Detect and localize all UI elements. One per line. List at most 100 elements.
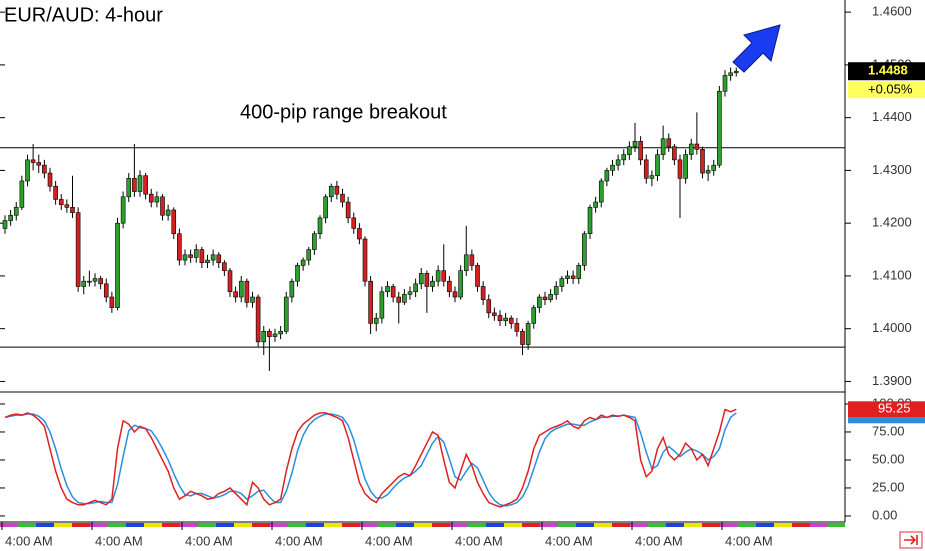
candle-body: [222, 262, 227, 271]
candle-body: [115, 222, 120, 308]
candle-body: [92, 278, 98, 282]
time-strip: [648, 523, 666, 527]
y-tick-label: 1.4300: [872, 162, 912, 177]
time-strip: [738, 523, 756, 527]
candle-body: [323, 196, 328, 219]
candle-body: [643, 159, 649, 179]
candle-body: [593, 201, 598, 208]
time-strip: [108, 523, 126, 527]
x-tick-label: 4:00 AM: [365, 533, 413, 548]
y-tick-label: 1.4600: [872, 4, 912, 19]
candle-body: [492, 312, 497, 316]
candle-body: [306, 249, 312, 261]
time-strip: [342, 523, 360, 527]
y-tick-label: 1.4000: [872, 320, 912, 335]
candle-body: [250, 296, 255, 303]
y-tick-label: 75.00: [872, 423, 905, 438]
x-tick-label: 4:00 AM: [545, 533, 593, 548]
candle-body: [452, 291, 458, 298]
time-strip: [180, 523, 198, 527]
time-strip: [360, 523, 378, 527]
candle-body: [683, 154, 688, 179]
candle-body: [362, 238, 368, 282]
candle-body: [390, 286, 396, 298]
candle-body: [238, 280, 244, 298]
candle-body: [148, 193, 154, 203]
candle-body: [615, 159, 621, 166]
candle-body: [137, 175, 143, 192]
candle-body: [98, 278, 103, 285]
time-strip: [54, 523, 72, 527]
time-strip: [252, 523, 270, 527]
time-strip: [0, 523, 18, 527]
candle-body: [508, 317, 514, 324]
candle-body: [379, 291, 385, 319]
candle-body: [677, 159, 683, 179]
annotation: 400-pip range breakout: [240, 101, 447, 123]
candle-body: [58, 199, 64, 206]
time-strip: [432, 523, 450, 527]
candle-body: [64, 204, 70, 208]
candle-body: [424, 272, 430, 287]
candle-body: [357, 228, 362, 240]
candle-body: [199, 249, 205, 264]
time-strip: [36, 523, 54, 527]
candle-body: [42, 164, 47, 174]
candle-body: [210, 254, 216, 261]
candle-body: [520, 331, 525, 345]
candle-body: [368, 280, 373, 324]
candle-body: [542, 296, 548, 300]
candle-body: [2, 220, 8, 229]
y-tick-label: 50.00: [872, 451, 905, 466]
time-strip: [558, 523, 576, 527]
candle-body: [655, 154, 660, 176]
candle-body: [283, 296, 289, 332]
time-strip: [594, 523, 612, 527]
candle-body: [312, 233, 317, 250]
candle-body: [205, 259, 210, 264]
time-strip: [774, 523, 792, 527]
candle-body: [627, 146, 632, 155]
candle-body: [103, 283, 109, 298]
time-strip: [810, 523, 828, 527]
candle-body: [87, 280, 92, 283]
candle-body: [570, 275, 576, 279]
x-tick-label: 4:00 AM: [95, 533, 143, 548]
time-strip: [414, 523, 432, 527]
time-strip: [720, 523, 738, 527]
candle-body: [458, 270, 463, 298]
candle-body: [233, 291, 238, 298]
time-strip: [684, 523, 702, 527]
candle-body: [109, 296, 115, 308]
candle-body: [486, 299, 492, 314]
candle-body: [525, 323, 531, 345]
time-strip: [144, 523, 162, 527]
time-strip: [162, 523, 180, 527]
candle-body: [514, 323, 520, 332]
time-strip: [522, 523, 540, 527]
candle-body: [255, 296, 261, 343]
price-tag: [848, 62, 925, 81]
candle-body: [475, 265, 480, 287]
x-tick-label: 4:00 AM: [185, 533, 233, 548]
candle-body: [19, 180, 25, 208]
candle-body: [396, 296, 402, 303]
y-tick-label: 1.4200: [872, 215, 912, 230]
candle-body: [418, 272, 424, 285]
candle-body: [582, 233, 587, 266]
candle-body: [165, 209, 171, 216]
candle-body: [81, 280, 87, 287]
candle-body: [8, 214, 13, 221]
time-strip: [792, 523, 810, 527]
candle-body: [621, 154, 627, 161]
x-tick-label: 4:00 AM: [635, 533, 683, 548]
candle-body: [261, 331, 267, 343]
candle-body: [13, 207, 19, 216]
time-strip: [378, 523, 396, 527]
candle-body: [694, 143, 700, 150]
y-tick-label: 1.4400: [872, 109, 912, 124]
candle-body: [300, 259, 306, 266]
candle-body: [733, 70, 739, 74]
time-strip: [396, 523, 414, 527]
candle-body: [728, 72, 733, 76]
